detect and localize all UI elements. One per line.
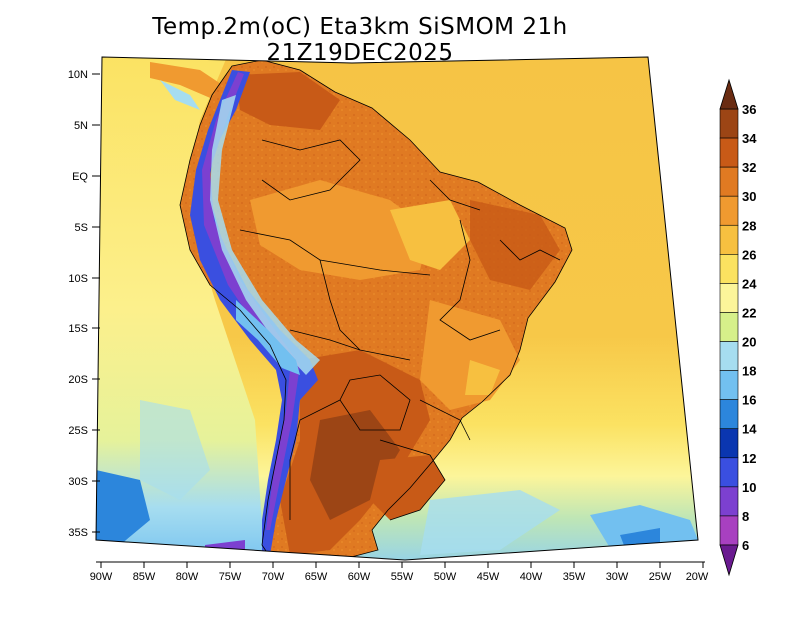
amazon-mild-region: [250, 180, 430, 280]
andes-cool-slope: [210, 95, 320, 375]
central-america-highland: [160, 80, 200, 110]
colorbar-label: 34: [742, 131, 757, 146]
map-frame: [95, 56, 699, 561]
colorbar-segment: [719, 283, 739, 313]
lat-label: 35S: [68, 527, 88, 539]
colorbar-label: 28: [742, 218, 756, 233]
colorbar-segment: [719, 166, 739, 197]
lon-label: 75W: [219, 571, 242, 583]
lat-label: 10N: [68, 69, 88, 81]
lon-label: 90W: [90, 571, 113, 583]
atlantic-cool-patch: [590, 505, 698, 548]
lon-label: 60W: [348, 571, 371, 583]
lon-label: 85W: [133, 571, 156, 583]
colorbar-label: 30: [742, 189, 756, 204]
pacific-ocean-field: [96, 57, 265, 560]
colorbar-segment: [719, 254, 739, 284]
colorbar-label: 14: [742, 422, 757, 437]
colorbar-segment: [719, 195, 739, 226]
south-brazil-region: [370, 455, 445, 520]
chaco-hottest-region: [310, 410, 400, 520]
altiplano-cool: [236, 300, 300, 375]
lon-label: 45W: [477, 571, 500, 583]
northeast-hot-region: [470, 200, 560, 290]
central-america-land: [150, 62, 230, 100]
country-borders: [179, 59, 573, 560]
colorbar-label: 36: [742, 102, 756, 117]
longitude-axis: 90W 85W 80W 75W 70W 65W 60W 55W 50W 45W …: [90, 561, 709, 583]
venezuela-hot-region: [235, 72, 340, 130]
latitude-axis: 10N 5N EQ 5S 10S 15S 20S 25S 30S 35S: [68, 69, 100, 539]
land-texture: [180, 60, 572, 560]
lon-label: 55W: [391, 571, 414, 583]
lon-label: 20W: [686, 571, 709, 583]
colorbar-top-arrow: [719, 78, 739, 110]
colorbar-bottom-arrow: [719, 544, 739, 577]
colorbar-segment: [719, 486, 739, 517]
lon-label: 25W: [649, 571, 672, 583]
colorbar-segment: [719, 428, 739, 459]
colorbar-label: 8: [742, 509, 749, 524]
colorbar-segment: [719, 457, 739, 488]
lat-label: 15S: [68, 323, 88, 335]
colorbar-label: 10: [742, 480, 756, 495]
lat-label: 10S: [68, 273, 88, 285]
colorbar-label: 24: [742, 276, 757, 291]
colorbar-label: 32: [742, 160, 756, 175]
colorbar-segment: [719, 312, 739, 342]
colorbar-segment: [719, 224, 739, 255]
colorbar-segment: [719, 399, 739, 430]
lon-label: 35W: [563, 571, 586, 583]
lat-label: EQ: [72, 171, 88, 183]
colorbar: 36 34 32 30 28 26 24 22 20 18 16 14 12 10 8 6: [719, 78, 757, 577]
lat-label: 5N: [74, 120, 88, 132]
lon-label: 50W: [434, 571, 457, 583]
colorbar-segment: [719, 108, 739, 139]
colorbar-label: 18: [742, 364, 756, 379]
colorbar-label: 22: [742, 305, 756, 320]
lon-label: 30W: [606, 571, 629, 583]
colorbar-segment: [719, 137, 739, 168]
atlantic-cool-band: [420, 490, 560, 555]
colorbar-label: 20: [742, 335, 756, 350]
colorbar-segment: [719, 370, 739, 400]
colorbar-segment: [719, 341, 739, 371]
lon-label: 70W: [262, 571, 285, 583]
colorbar-label: 6: [742, 538, 749, 553]
lat-label: 25S: [68, 425, 88, 437]
lon-label: 65W: [305, 571, 328, 583]
lat-label: 30S: [68, 476, 88, 488]
lon-label: 80W: [176, 571, 199, 583]
colorbar-label: 16: [742, 393, 756, 408]
colorbar-segment: [719, 515, 739, 546]
amazon-warm-region: [390, 200, 470, 270]
map-plot-area: [96, 57, 698, 560]
colorbar-label: 26: [742, 247, 756, 262]
map-title: Temp.2m(oC) Eta3km SiSMOM 21h 21Z19DEC20…: [152, 14, 568, 66]
lon-label: 40W: [520, 571, 543, 583]
colorbar-label: 12: [742, 451, 756, 466]
lat-label: 5S: [75, 222, 88, 234]
pacific-cool-patch: [140, 400, 210, 500]
southeast-warm-patch: [465, 360, 500, 395]
lat-label: 20S: [68, 374, 88, 386]
pacific-cold-patch: [96, 470, 150, 545]
